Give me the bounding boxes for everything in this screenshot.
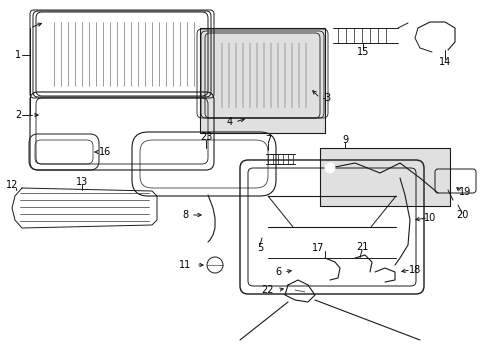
Text: 23: 23	[200, 132, 212, 142]
Text: 11: 11	[179, 260, 191, 270]
Text: 7: 7	[264, 135, 270, 145]
Text: 13: 13	[76, 177, 88, 187]
Text: 15: 15	[356, 47, 368, 57]
Text: 17: 17	[311, 243, 324, 253]
Text: 2: 2	[15, 110, 21, 120]
Text: 1: 1	[15, 50, 21, 60]
Text: 19: 19	[458, 187, 470, 197]
Text: 6: 6	[274, 267, 281, 277]
Text: 4: 4	[226, 117, 233, 127]
Text: 14: 14	[438, 57, 450, 67]
Text: 8: 8	[182, 210, 188, 220]
Text: 18: 18	[408, 265, 420, 275]
Text: 20: 20	[455, 210, 467, 220]
Bar	[200, 28, 325, 133]
Text: 22: 22	[261, 285, 274, 295]
Text: 12: 12	[6, 180, 18, 190]
Circle shape	[325, 163, 334, 173]
Text: 9: 9	[341, 135, 347, 145]
Text: 5: 5	[256, 243, 263, 253]
Text: 21: 21	[355, 242, 367, 252]
Text: 3: 3	[323, 93, 329, 103]
Text: 10: 10	[423, 213, 435, 223]
Bar	[319, 148, 449, 206]
Text: 16: 16	[99, 147, 111, 157]
